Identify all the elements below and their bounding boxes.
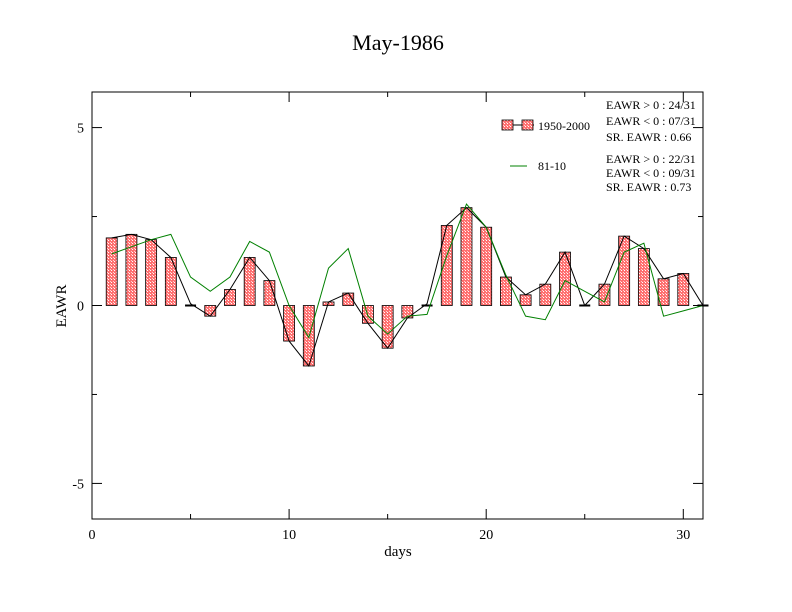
bar — [677, 273, 690, 306]
stat-negative-1950-2000: EAWR < 0 : 07/31 — [606, 114, 696, 128]
bar — [519, 294, 532, 306]
ticks-layer: 0 10 20 30 -5 0 5 — [72, 92, 703, 543]
stat-sr-1950-2000: SR. EAWR : 0.66 — [606, 130, 691, 144]
bar — [500, 276, 512, 306]
series-line-81-10 — [111, 203, 704, 339]
y-tick-label: 5 — [77, 122, 84, 137]
legend-bar-swatch — [501, 119, 514, 131]
y-tick-label: 0 — [77, 300, 84, 315]
stat-positive-1950-2000: EAWR > 0 : 24/31 — [606, 98, 696, 112]
x-tick-label: 20 — [479, 528, 493, 543]
bar — [480, 226, 493, 306]
y-tick-label: -5 — [72, 477, 84, 492]
plot-layer — [105, 203, 709, 368]
bar — [145, 239, 158, 306]
stat-sr-81-10: SR. EAWR : 0.73 — [606, 180, 691, 194]
bar — [539, 283, 552, 306]
bar — [224, 289, 236, 306]
x-tick-label: 0 — [89, 528, 96, 543]
x-tick-label: 10 — [282, 528, 296, 543]
bar — [105, 237, 118, 306]
x-tick-label: 30 — [676, 528, 690, 543]
legend-bar-swatch — [521, 119, 534, 131]
legend: 1950-2000 81-10 — [501, 119, 590, 173]
stats-annotations: EAWR > 0 : 24/31 EAWR < 0 : 07/31 SR. EA… — [606, 98, 696, 194]
series-line-1950-2000 — [111, 206, 704, 368]
legend-label-1950-2000: 1950-2000 — [538, 119, 590, 133]
bar — [164, 257, 177, 306]
bar — [460, 207, 473, 306]
y-axis-label: EAWR — [54, 285, 70, 328]
stat-positive-81-10: EAWR > 0 : 22/31 — [606, 152, 696, 166]
stat-negative-81-10: EAWR < 0 : 09/31 — [606, 166, 696, 180]
bar — [559, 251, 571, 306]
legend-label-81-10: 81-10 — [538, 159, 566, 173]
chart-title: May-1986 — [352, 30, 444, 55]
bar — [440, 225, 453, 306]
x-axis-label: days — [384, 544, 412, 560]
